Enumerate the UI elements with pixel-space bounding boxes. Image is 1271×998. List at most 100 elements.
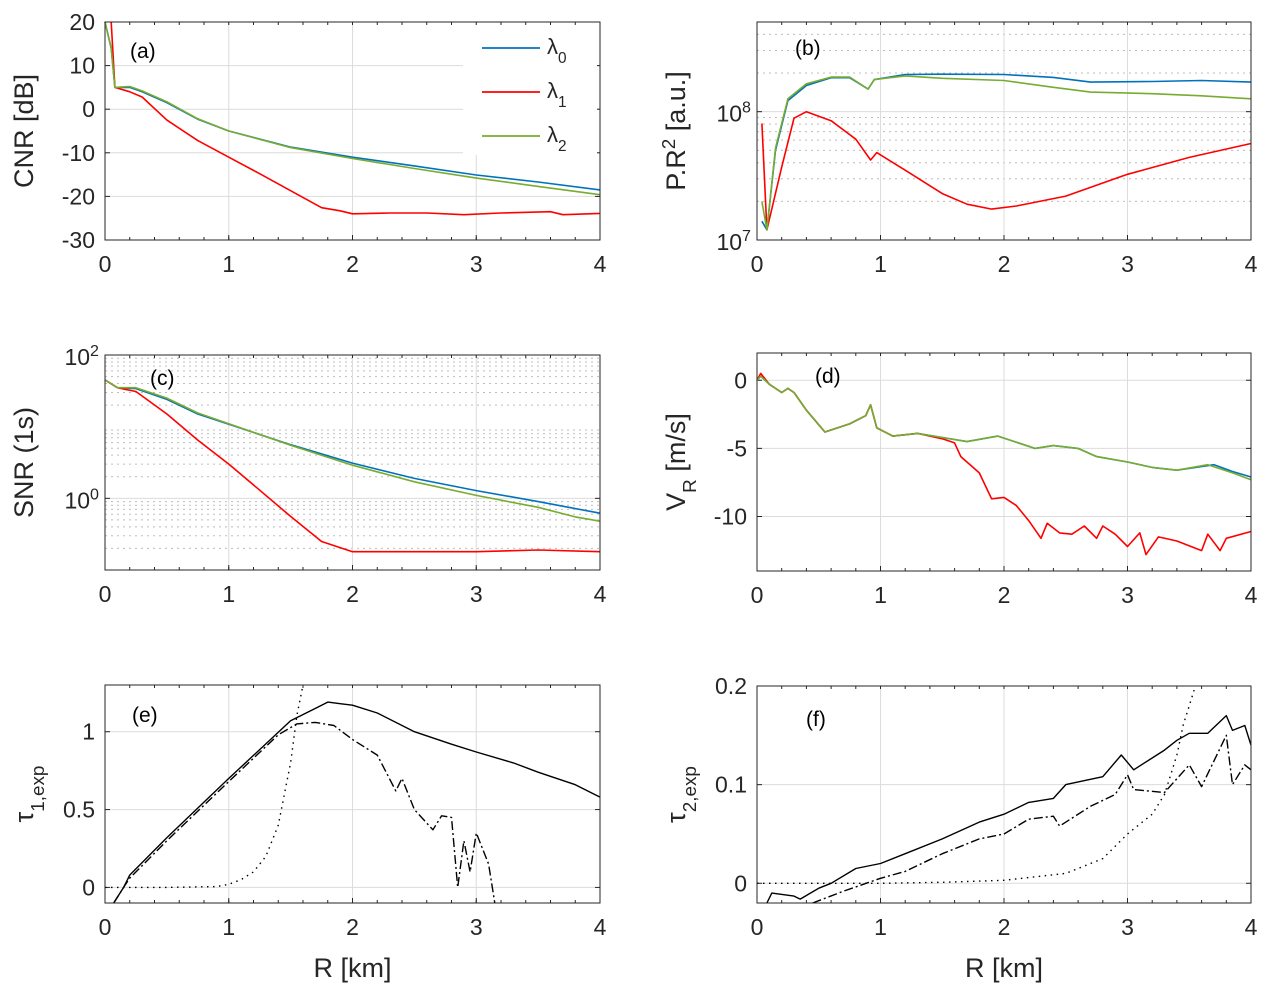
y-tick-label: -20 <box>62 183 95 209</box>
series-line-black-solid <box>766 714 1252 904</box>
y-axis-label-part: τ <box>9 811 39 822</box>
y-tick-label: 102 <box>64 342 99 370</box>
axes-frame <box>104 354 601 571</box>
x-axis-label-part: R [km] <box>314 953 392 983</box>
y-tick-label: 0 <box>82 874 95 900</box>
legend-entry-part: λ <box>547 122 558 147</box>
x-tick-label: 0 <box>99 251 112 277</box>
x-tick-label: 0 <box>751 582 764 608</box>
y-axis-label-part: V <box>661 493 691 511</box>
series-line-lambda1-solid <box>104 379 601 553</box>
series-line-black-solid <box>113 701 601 904</box>
panel-label: (d) <box>815 365 841 388</box>
x-tick-label: 1 <box>874 251 887 277</box>
y-tick-label-part: 2 <box>90 342 99 360</box>
axes-frame <box>756 21 1252 241</box>
panel-label: (f) <box>806 708 826 731</box>
series-line-lambda2-solid <box>761 75 1252 231</box>
legend-entry-part: 1 <box>558 94 567 111</box>
panel-label: (e) <box>132 704 158 727</box>
y-axis-label-part: SNR (1s) <box>9 407 39 518</box>
series-line-lambda1-solid <box>761 110 1252 231</box>
y-axis-label: VR [m/s] <box>661 413 701 511</box>
panel-f: 0 1 2 3 4 0 0.1 0.2 (f) τ2,exp R [km] <box>661 673 1258 983</box>
y-tick-label: 10 <box>69 53 95 79</box>
legend-entry-part: 2 <box>558 138 567 155</box>
x-tick-label: 4 <box>594 251 607 277</box>
series-line-black-dotted <box>757 685 1197 884</box>
series-line-lambda2-solid <box>104 379 601 522</box>
x-tick-label: 4 <box>1245 251 1258 277</box>
axes-frame <box>104 21 601 241</box>
x-tick-label: 3 <box>1121 582 1134 608</box>
axes-frame <box>756 352 1252 572</box>
legend-entry: λ2 <box>547 122 567 155</box>
axes-frame <box>104 684 601 904</box>
y-tick-label: 0.2 <box>715 673 747 699</box>
y-axis-label: P.R2 [a.u.] <box>659 71 692 191</box>
y-axis-label: SNR (1s) <box>9 407 39 518</box>
y-axis-label-part: 1,exp <box>28 766 49 812</box>
y-axis-label: τ1,exp <box>9 766 49 823</box>
series-line-black-dashdot <box>812 734 1252 904</box>
x-tick-label: 4 <box>1245 914 1258 940</box>
x-tick-label: 3 <box>1121 914 1134 940</box>
legend-entry: λ1 <box>547 78 567 111</box>
x-tick-label: 2 <box>346 581 359 607</box>
y-tick-label: 107 <box>716 227 751 255</box>
x-tick-label: 4 <box>594 914 607 940</box>
y-tick-label: 100 <box>64 485 99 513</box>
y-tick-label: -10 <box>714 504 747 530</box>
x-tick-label: 1 <box>874 914 887 940</box>
x-tick-label: 4 <box>1245 582 1258 608</box>
legend-box <box>463 25 597 155</box>
x-tick-label: 0 <box>99 581 112 607</box>
legend-entry-part: λ <box>547 78 558 103</box>
x-tick-label: 2 <box>998 914 1011 940</box>
x-axis-label: R [km] <box>965 953 1043 983</box>
panel-label: (b) <box>795 37 821 60</box>
y-axis-label-part: τ <box>661 812 691 823</box>
y-axis-label-part: [m/s] <box>661 413 691 479</box>
y-tick-label: 1 <box>82 719 95 745</box>
y-tick-label-part: 0 <box>90 485 99 503</box>
x-tick-label: 2 <box>998 251 1011 277</box>
x-tick-label: 2 <box>998 582 1011 608</box>
x-tick-label: 0 <box>751 251 764 277</box>
x-tick-label: 0 <box>99 914 112 940</box>
x-tick-label: 3 <box>1121 251 1134 277</box>
y-axis-label: CNR [dB] <box>9 74 39 188</box>
y-tick-label-part: 10 <box>64 487 90 513</box>
x-tick-label: 1 <box>222 581 235 607</box>
y-tick-label: 0.1 <box>715 772 747 798</box>
x-tick-label: 1 <box>222 251 235 277</box>
y-axis-label-part: 2 <box>659 139 680 150</box>
x-tick-label: 2 <box>346 914 359 940</box>
x-tick-label: 1 <box>222 914 235 940</box>
y-tick-label-part: 8 <box>742 99 751 117</box>
x-tick-label: 2 <box>346 251 359 277</box>
x-tick-label: 3 <box>470 581 483 607</box>
legend-entry: λ0 <box>547 34 567 67</box>
y-tick-label-part: 7 <box>742 227 751 245</box>
y-tick-label: -30 <box>62 227 95 253</box>
x-tick-label: 3 <box>470 251 483 277</box>
y-tick-label: 108 <box>716 99 751 127</box>
legend-entry-part: λ <box>547 34 558 59</box>
y-tick-label: 0 <box>734 870 747 896</box>
panel-d: 0 1 2 3 4 -10 -5 0 (d) VR [m/s] <box>661 352 1258 608</box>
series-line-lambda2-solid <box>756 375 1252 481</box>
axes-frame <box>756 685 1252 904</box>
x-tick-label: 1 <box>874 582 887 608</box>
y-axis-label-part: R <box>680 479 701 493</box>
y-tick-label-part: 10 <box>716 101 742 127</box>
y-axis-label: τ2,exp <box>661 766 701 823</box>
series-line-λ2 <box>104 21 601 196</box>
panel-label: (a) <box>130 40 156 63</box>
y-tick-label: 20 <box>69 9 95 35</box>
series-line-black-dotted <box>105 684 304 889</box>
x-tick-label: 3 <box>470 914 483 940</box>
